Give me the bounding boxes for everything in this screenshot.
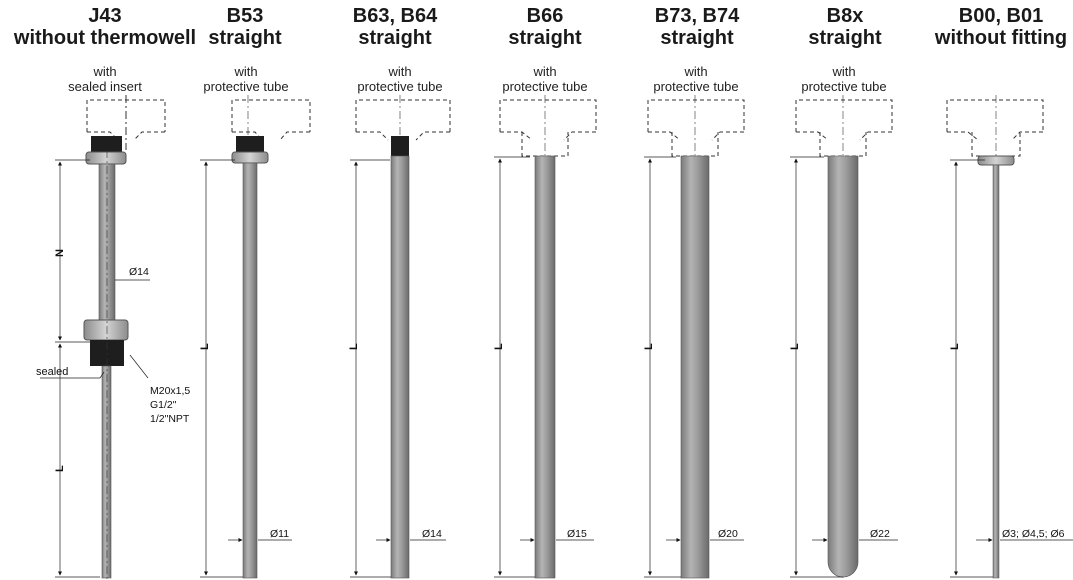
dim-label-l-j43: L — [54, 465, 66, 472]
sub-b73: with protective tube — [636, 64, 756, 94]
sub-b63-line1: with — [388, 64, 412, 79]
sub-b8x-line1: with — [832, 64, 856, 79]
diameter-b73: Ø20 — [718, 528, 738, 540]
title-b66-type: straight — [508, 27, 582, 49]
sub-b73-line2: protective tube — [653, 79, 739, 94]
title-j43: J43 without thermowell — [0, 5, 210, 49]
sub-b63: with protective tube — [340, 64, 460, 94]
dim-label-l-b63: L — [348, 343, 360, 350]
title-b53: B53 straight — [190, 5, 300, 49]
title-b63-code: B63, B64 — [352, 5, 438, 27]
diameter-b66: Ø15 — [567, 528, 587, 540]
title-b66-code: B66 — [526, 5, 564, 27]
sub-j43-line1: with — [93, 64, 117, 79]
sub-b73-line1: with — [684, 64, 708, 79]
variant-b8x — [790, 95, 898, 578]
title-j43-code: J43 — [88, 5, 122, 27]
callout-sealed: sealed — [36, 366, 69, 378]
sub-j43-line2: sealed insert — [68, 79, 142, 94]
diameter-b8x: Ø22 — [870, 528, 890, 540]
diameter-b63: Ø14 — [422, 528, 442, 540]
title-b73: B73, B74 straight — [637, 5, 757, 49]
title-b53-code: B53 — [226, 5, 264, 27]
title-b63-type: straight — [358, 27, 432, 49]
variant-b00 — [946, 95, 1073, 579]
diameter-b00: Ø3; Ø4,5; Ø6 — [1002, 528, 1065, 540]
variant-b66 — [494, 95, 597, 579]
diameter-b53: Ø11 — [270, 528, 290, 540]
callout-thread-1: M20x1,5 — [150, 385, 191, 397]
callout-thread-3: 1/2"NPT — [150, 413, 190, 425]
title-b00: B00, B01 without fitting — [926, 5, 1073, 49]
sub-b8x: with protective tube — [784, 64, 904, 94]
title-b66: B66 straight — [490, 5, 600, 49]
title-j43-type: without thermowell — [13, 27, 197, 49]
sub-b66-line1: with — [533, 64, 557, 79]
dim-label-l-b53: L — [199, 343, 211, 350]
variant-b73 — [644, 95, 745, 579]
variant-j43 — [40, 95, 166, 580]
sub-b63-line2: protective tube — [357, 79, 443, 94]
title-b53-type: straight — [208, 27, 282, 49]
title-b63: B63, B64 straight — [340, 5, 450, 49]
sub-b53-line2: protective tube — [203, 79, 289, 94]
sub-b66-line2: protective tube — [502, 79, 588, 94]
sub-b53-line1: with — [234, 64, 258, 79]
dim-label-l-b00: L — [949, 343, 961, 350]
dim-label-l-b8x: L — [789, 343, 801, 350]
dim-label-n: N — [54, 249, 66, 257]
title-b8x: B8x straight — [790, 5, 900, 49]
title-b8x-code: B8x — [826, 5, 864, 27]
sub-b66: with protective tube — [485, 64, 605, 94]
dim-label-l-b66: L — [493, 343, 505, 350]
diameter-j43: Ø14 — [129, 266, 149, 278]
title-b00-code: B00, B01 — [958, 5, 1044, 27]
title-b73-code: B73, B74 — [654, 5, 740, 27]
callout-thread-2: G1/2" — [150, 399, 177, 411]
sub-b53: with protective tube — [186, 64, 306, 94]
title-b73-type: straight — [660, 27, 734, 49]
dim-label-l-b73: L — [643, 343, 655, 350]
title-b8x-type: straight — [808, 27, 882, 49]
sub-b8x-line2: protective tube — [801, 79, 887, 94]
variant-b53 — [200, 95, 311, 579]
variant-b63 — [350, 95, 451, 579]
title-b00-type: without fitting — [934, 27, 1068, 49]
sub-j43: with sealed insert — [40, 64, 170, 94]
